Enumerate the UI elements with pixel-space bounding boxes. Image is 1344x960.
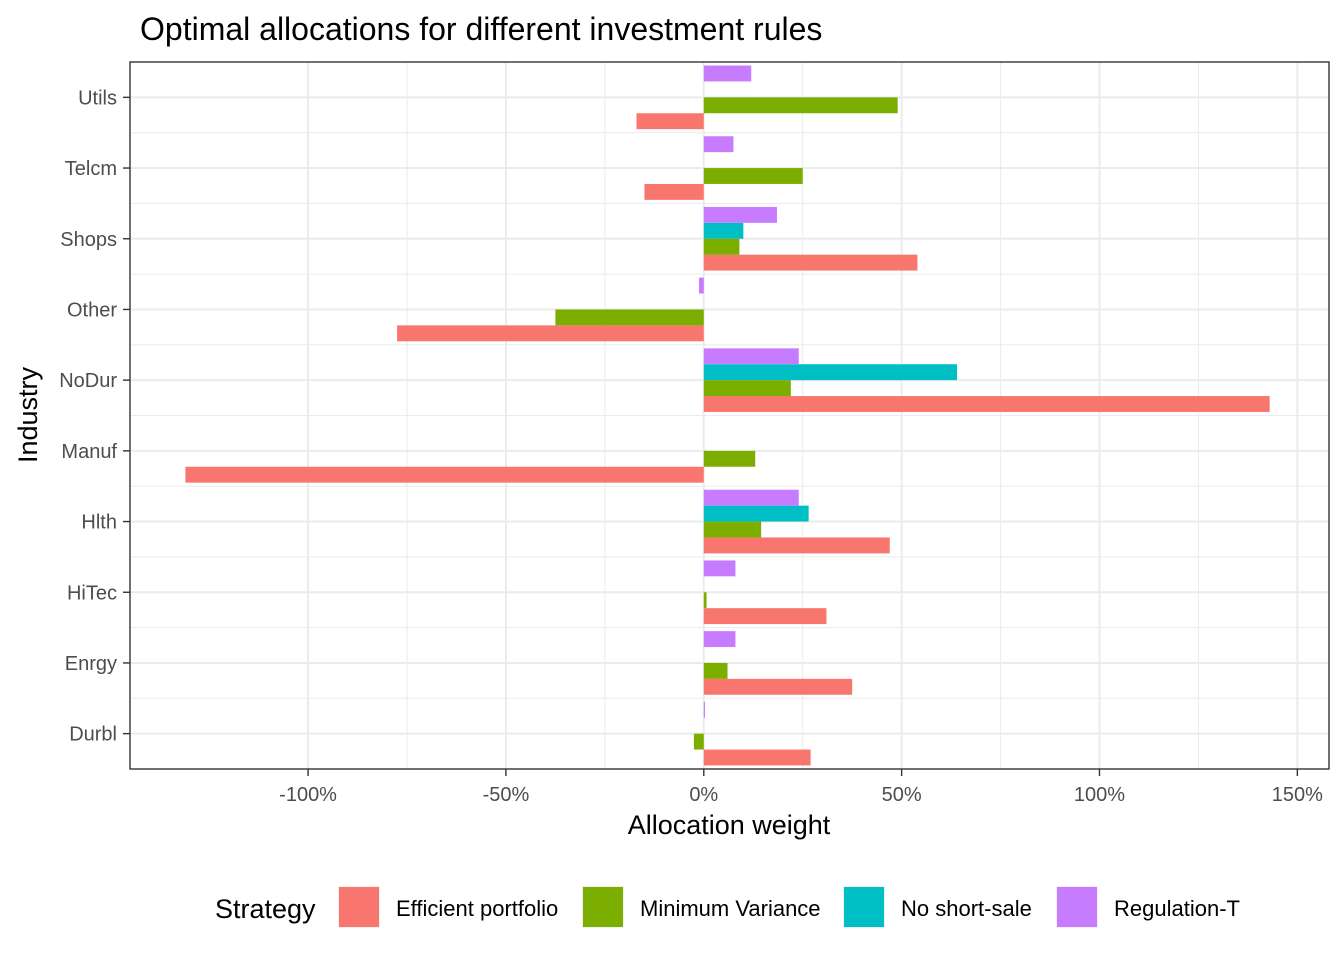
y-tick-label: Utils xyxy=(78,87,117,109)
x-tick-label: -50% xyxy=(483,784,530,806)
bar xyxy=(703,254,918,271)
legend-swatch xyxy=(1057,887,1097,927)
x-tick-label: 100% xyxy=(1074,784,1125,806)
y-tick-label: Other xyxy=(67,299,117,321)
bar xyxy=(703,505,809,522)
bar xyxy=(703,631,736,648)
bars xyxy=(185,65,1270,766)
bar xyxy=(397,325,704,342)
bar xyxy=(699,277,704,294)
legend-swatch xyxy=(583,887,623,927)
y-tick-label: Manuf xyxy=(61,441,117,463)
y-axis-title: Industry xyxy=(13,366,43,463)
x-axis-title: Allocation weight xyxy=(628,810,831,840)
bar xyxy=(703,450,756,467)
bar xyxy=(703,380,791,397)
x-axis: -100% -50% 0% 50% 100% 150% xyxy=(279,769,1323,806)
legend-label: No short-sale xyxy=(901,896,1032,921)
bar xyxy=(703,168,803,184)
y-tick-label: Hlth xyxy=(81,512,117,534)
grid-minor xyxy=(130,62,1329,769)
bar xyxy=(703,537,890,554)
bar xyxy=(703,701,705,718)
x-tick-label: 0% xyxy=(689,784,718,806)
bar xyxy=(703,238,740,255)
x-tick-label: 50% xyxy=(882,784,922,806)
bar xyxy=(644,183,704,200)
x-tick-label: -100% xyxy=(279,784,337,806)
legend: Strategy Efficient portfolio Minimum Vari… xyxy=(215,886,1240,928)
y-tick-label: Shops xyxy=(60,229,117,251)
legend-label: Minimum Variance xyxy=(640,896,821,921)
bar xyxy=(555,309,704,326)
chart-title: Optimal allocations for different invest… xyxy=(140,11,822,47)
y-tick-label: HiTec xyxy=(67,582,117,604)
bar xyxy=(693,733,704,750)
bar xyxy=(703,592,707,609)
bar xyxy=(703,348,799,365)
y-tick-label: Telcm xyxy=(65,158,117,180)
bar xyxy=(703,364,958,381)
bar xyxy=(703,749,811,766)
legend-label: Efficient portfolio xyxy=(396,896,558,921)
legend-title: Strategy xyxy=(215,894,316,924)
bar xyxy=(703,97,898,114)
bar xyxy=(703,489,799,506)
y-tick-label: NoDur xyxy=(59,370,117,392)
bar xyxy=(703,678,853,695)
bar xyxy=(703,396,1270,412)
y-axis: Durbl Enrgy HiTec Hlth Manuf NoDur Other Shops T… xyxy=(59,87,130,746)
legend-swatch xyxy=(844,887,884,927)
bar xyxy=(703,206,777,223)
legend-swatch xyxy=(339,887,379,927)
bar xyxy=(703,662,728,679)
bar xyxy=(636,113,704,130)
legend-label: Regulation-T xyxy=(1114,896,1240,921)
y-tick-label: Enrgy xyxy=(65,653,117,675)
bar xyxy=(703,136,734,153)
bar xyxy=(703,65,752,82)
plot-border xyxy=(129,61,1330,770)
y-tick-label: Durbl xyxy=(69,724,117,746)
bar xyxy=(703,222,744,239)
x-tick-label: 150% xyxy=(1272,784,1323,806)
bar xyxy=(703,521,762,538)
bar xyxy=(703,608,827,625)
bar xyxy=(703,560,736,577)
bar xyxy=(185,466,704,483)
